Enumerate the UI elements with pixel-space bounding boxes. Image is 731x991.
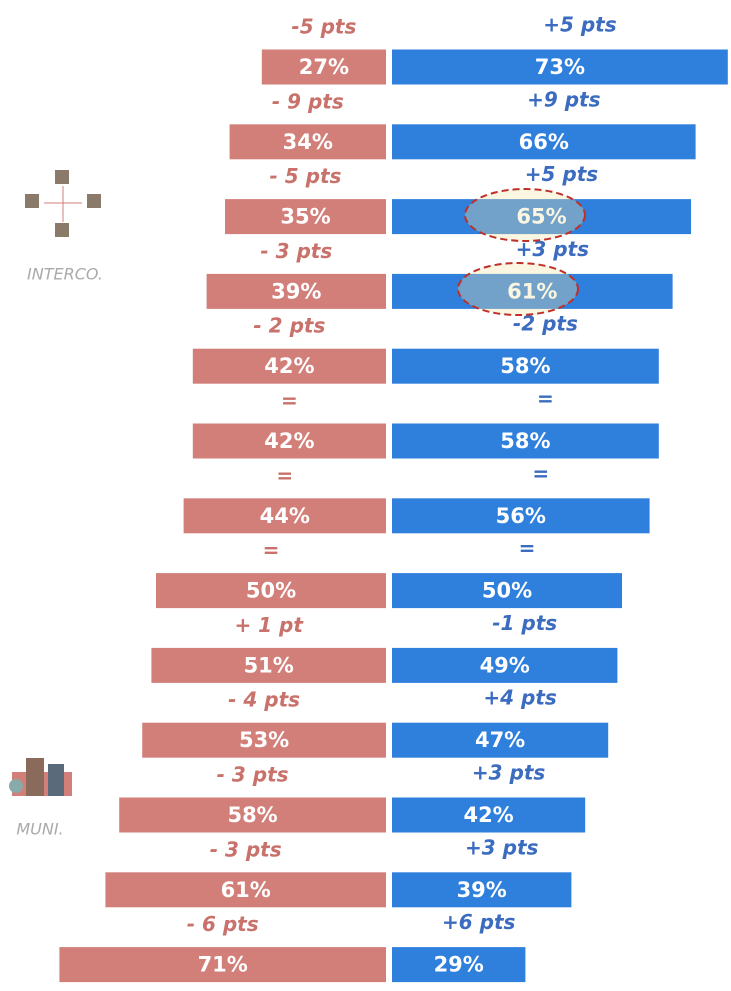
left-bar (183, 498, 386, 534)
right-bar (392, 947, 526, 983)
value-label: 50% (246, 579, 296, 603)
left-bar (206, 273, 386, 309)
value-label: 49% (480, 653, 530, 677)
change-label: +3 pts (472, 761, 546, 785)
right-bar (392, 498, 650, 534)
value-label: 42% (264, 354, 314, 378)
change-label: - 2 pts (253, 314, 325, 338)
change-label: +3 pts (465, 835, 539, 859)
value-label: 44% (260, 504, 310, 528)
left-bar (59, 947, 387, 983)
left-bar (119, 797, 386, 833)
change-label: = (276, 463, 293, 487)
value-label: 61% (507, 279, 557, 303)
change-label: - 4 pts (228, 688, 300, 712)
value-label: 39% (271, 279, 321, 303)
left-bar (156, 573, 386, 609)
value-label: 42% (463, 803, 513, 827)
change-label: +6 pts (442, 910, 516, 934)
right-bar (392, 124, 696, 160)
value-label: 42% (264, 429, 314, 453)
change-label: +5 pts (543, 13, 617, 37)
value-label: 34% (283, 130, 333, 154)
right-bar (392, 722, 609, 758)
right-bar (392, 647, 618, 683)
change-label: - 3 pts (210, 837, 282, 861)
right-bar (392, 199, 691, 235)
value-label: 29% (434, 953, 484, 977)
change-label: +4 pts (483, 686, 557, 710)
right-bar (392, 797, 586, 833)
value-label: 27% (299, 55, 349, 79)
group-label: INTERCO. (27, 265, 103, 284)
right-bar (392, 872, 572, 908)
right-bar (392, 423, 659, 459)
left-bar (105, 872, 387, 908)
change-label: = (281, 389, 298, 413)
muni-icon (9, 758, 72, 796)
value-label: 65% (516, 205, 566, 229)
right-bar (392, 348, 659, 384)
value-label: 47% (475, 728, 525, 752)
change-label: +5 pts (525, 162, 599, 186)
value-label: 71% (198, 953, 248, 977)
group-label: MUNI. (16, 820, 63, 839)
left-bar (192, 423, 386, 459)
value-label: 56% (496, 504, 546, 528)
value-label: 53% (239, 728, 289, 752)
change-label: -2 pts (513, 312, 578, 336)
left-bar (151, 647, 386, 683)
change-label: + 1 pt (234, 613, 304, 637)
change-label: -5 pts (291, 15, 356, 39)
value-label: 58% (500, 429, 550, 453)
value-label: 39% (457, 878, 507, 902)
change-label: - 5 pts (270, 164, 342, 188)
right-bar (392, 573, 622, 609)
left-bar (225, 199, 386, 235)
value-label: 58% (500, 354, 550, 378)
value-label: 50% (482, 579, 532, 603)
right-bar (392, 49, 728, 85)
value-label: 66% (519, 130, 569, 154)
change-label: - 9 pts (272, 89, 344, 113)
left-bar (261, 49, 386, 85)
change-label: - 6 pts (187, 912, 259, 936)
value-label: 58% (227, 803, 277, 827)
change-label: = (263, 538, 280, 562)
value-label: 35% (280, 205, 330, 229)
value-label: 73% (535, 55, 585, 79)
left-bar (192, 348, 386, 384)
highlight-ellipse (464, 188, 586, 242)
value-label: 61% (221, 878, 271, 902)
change-label: - 3 pts (217, 763, 289, 787)
change-label: = (519, 536, 536, 560)
change-label: +9 pts (527, 87, 601, 111)
right-bar (392, 273, 673, 309)
change-label: = (532, 461, 549, 485)
change-label: = (537, 387, 554, 411)
interco-icon (25, 170, 101, 237)
change-label: -1 pts (492, 611, 557, 635)
left-bar (229, 124, 386, 160)
change-label: - 3 pts (260, 239, 332, 263)
value-label: 51% (244, 653, 294, 677)
highlight-ellipse (457, 262, 579, 316)
left-bar (142, 722, 386, 758)
